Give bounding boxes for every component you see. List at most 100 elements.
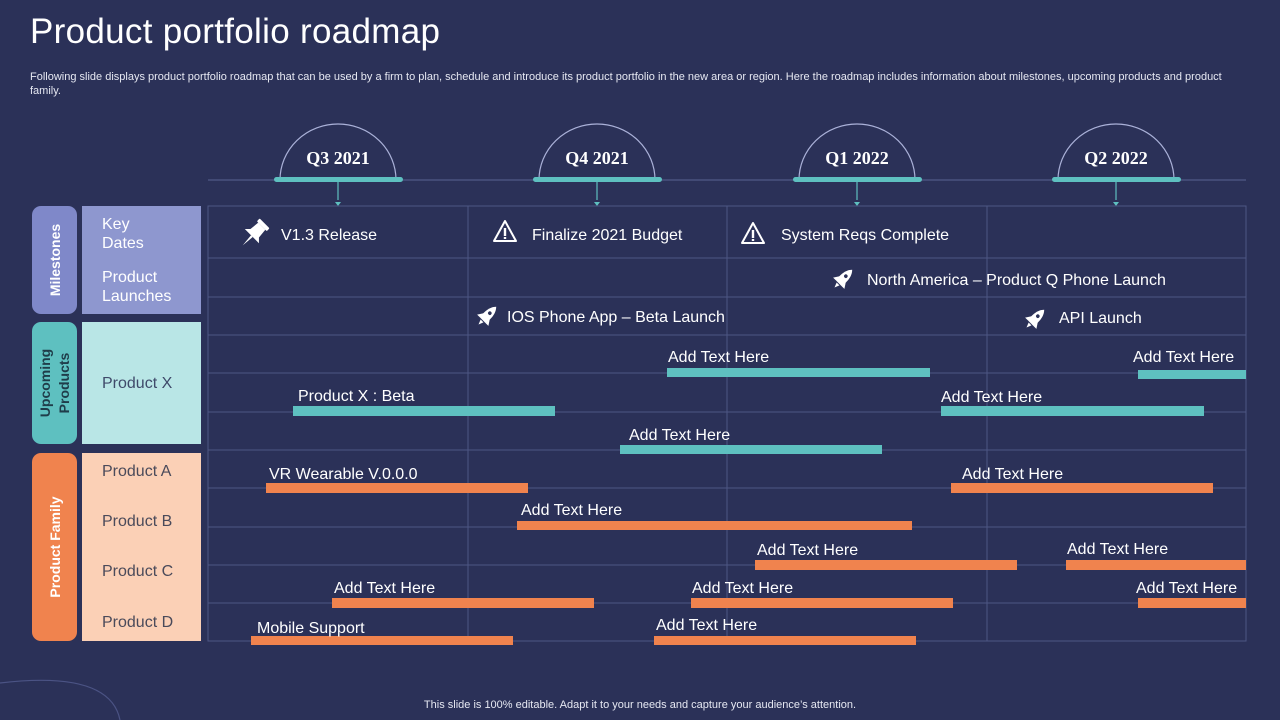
roadmap-bar: Add Text Here	[941, 389, 1204, 416]
row-box-milestones: Key Dates Product Launches	[82, 206, 201, 314]
roadmap-bar: VR Wearable V.0.0.0	[266, 466, 528, 493]
bar-fill	[293, 406, 555, 416]
milestone-label: API Launch	[1059, 310, 1142, 327]
quarter-bar	[533, 177, 662, 182]
bar-fill	[251, 636, 513, 645]
rocket-icon	[833, 269, 853, 289]
bar-label: Mobile Support	[257, 620, 365, 637]
footer-note: This slide is 100% editable. Adapt it to…	[423, 699, 857, 711]
bar-label: Add Text Here	[521, 502, 622, 519]
bar-fill	[517, 521, 912, 530]
row-box	[82, 453, 201, 641]
bar-label: Add Text Here	[1067, 541, 1168, 558]
milestone-label: System Reqs Complete	[781, 227, 949, 244]
milestone-label: IOS Phone App – Beta Launch	[507, 309, 725, 326]
corner-arc-decoration	[0, 679, 121, 720]
milestone-ios-app-beta: IOS Phone App – Beta Launch	[477, 306, 725, 326]
milestone-finalize-budget: Finalize 2021 Budget	[493, 220, 683, 244]
quarter-arc	[538, 123, 656, 181]
row-label-product-b: Product B	[102, 513, 172, 530]
bar-label: Add Text Here	[941, 389, 1042, 406]
row-label-product-c: Product C	[102, 563, 173, 580]
bar-label: Add Text Here	[629, 427, 730, 444]
quarter-bar	[274, 177, 403, 182]
roadmap-bar: Add Text Here	[691, 580, 953, 608]
quarter-q2-2022: Q2 2022	[1052, 123, 1181, 206]
milestone-system-reqs: System Reqs Complete	[741, 222, 949, 244]
bar-fill	[332, 598, 594, 608]
milestone-api-launch: API Launch	[1025, 309, 1142, 329]
roadmap-bar: Add Text Here	[1133, 349, 1246, 379]
pin-icon	[242, 218, 270, 246]
group-label-line: Upcoming	[37, 349, 53, 417]
group-label-line: Products	[56, 352, 72, 413]
quarter-label: Q4 2021	[565, 148, 629, 168]
warning-icon	[741, 222, 765, 244]
roadmap-bar: Add Text Here	[1066, 541, 1246, 570]
bar-fill	[951, 483, 1213, 493]
roadmap-bar: Product X : Beta	[293, 388, 555, 416]
roadmap-bar: Add Text Here	[1136, 580, 1246, 608]
quarter-q3-2021: Q3 2021	[274, 123, 403, 206]
bar-fill	[667, 368, 930, 377]
group-label: Product Family	[47, 496, 63, 597]
row-label-line: Product	[102, 269, 158, 286]
roadmap-bar: Add Text Here	[620, 427, 882, 454]
warning-icon	[493, 220, 517, 242]
group-pill	[32, 206, 77, 314]
quarter-q1-2022: Q1 2022	[793, 123, 922, 206]
quarter-label: Q3 2021	[306, 148, 370, 168]
page-description: Following slide displays product portfol…	[30, 71, 1222, 97]
group-label: Milestones	[47, 224, 63, 297]
svg-text:Upcoming: Upcoming	[37, 349, 53, 417]
milestone-v13-release: V1.3 Release	[242, 218, 377, 246]
row-box	[82, 322, 201, 444]
roadmap-bar: Add Text Here	[654, 617, 916, 645]
row-label-product-d: Product D	[102, 614, 173, 631]
row-box-upcoming: Product X	[82, 322, 201, 444]
bar-label: Add Text Here	[334, 580, 435, 597]
bar-label: Add Text Here	[692, 580, 793, 597]
bar-label: Add Text Here	[1136, 580, 1237, 597]
bar-fill	[1138, 598, 1246, 608]
quarter-q4-2021: Q4 2021	[533, 123, 662, 206]
quarter-tick-arrow	[594, 202, 600, 206]
quarter-bar	[793, 177, 922, 182]
bar-label: Add Text Here	[962, 466, 1063, 483]
bar-label: Add Text Here	[656, 617, 757, 634]
roadmap-bar: Add Text Here	[951, 466, 1213, 493]
quarter-arc	[279, 123, 397, 181]
bar-label: Add Text Here	[1133, 349, 1234, 366]
rocket-icon	[477, 306, 497, 326]
quarter-label: Q2 2022	[1084, 148, 1148, 168]
rocket-icon	[1025, 309, 1045, 329]
row-box-family: Product A Product B Product C Product D	[82, 453, 201, 641]
row-label-line: Launches	[102, 288, 171, 305]
roadmap-bar: Add Text Here	[517, 502, 912, 530]
row-label-line: Dates	[102, 235, 144, 252]
roadmap-bar: Add Text Here	[332, 580, 594, 608]
milestone-label: North America – Product Q Phone Launch	[867, 272, 1166, 289]
milestone-label: V1.3 Release	[281, 227, 377, 244]
bar-fill	[755, 560, 1017, 570]
group-pill	[32, 453, 77, 641]
milestone-label: Finalize 2021 Budget	[532, 227, 683, 244]
group-milestones: Milestones	[32, 206, 77, 314]
row-label-product-launches: Product Launches	[102, 269, 171, 305]
group-pill	[32, 322, 77, 444]
group-upcoming-products: Upcoming Products	[32, 322, 77, 444]
quarter-tick-arrow	[854, 202, 860, 206]
roadmap-bar: Add Text Here	[667, 349, 930, 377]
quarter-tick-arrow	[1113, 202, 1119, 206]
quarter-arc	[798, 123, 916, 181]
svg-text:Products: Products	[56, 352, 72, 413]
row-label-product-x: Product X	[102, 375, 173, 392]
bar-fill	[266, 483, 528, 493]
bar-fill	[654, 636, 916, 645]
row-label-key-dates: Key Dates	[102, 216, 144, 252]
milestone-north-america-launch: North America – Product Q Phone Launch	[833, 269, 1166, 289]
row-box	[82, 206, 201, 314]
quarter-tick-arrow	[335, 202, 341, 206]
bar-fill	[620, 445, 882, 454]
